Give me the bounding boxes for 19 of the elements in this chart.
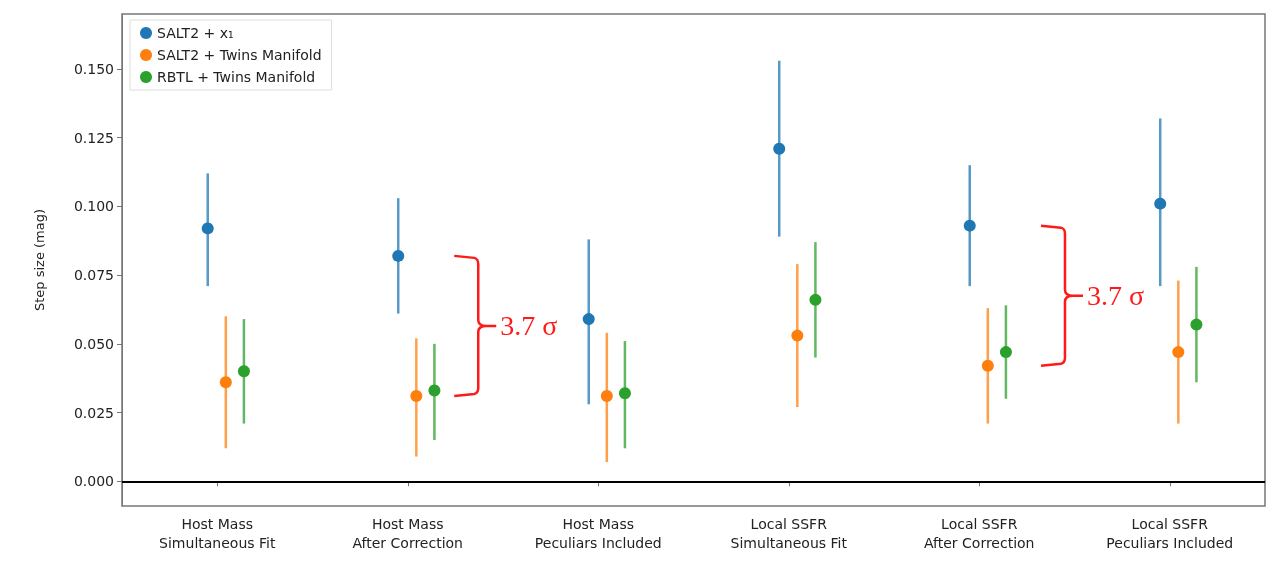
x-tick-label: Host Mass After Correction: [352, 515, 463, 551]
legend-label: SALT2 + x₁: [157, 25, 234, 41]
y-tick-label: 0.050: [73, 335, 114, 352]
legend-label: RBTL + Twins Manifold: [157, 69, 316, 85]
y-tick-label: 0.125: [73, 129, 114, 146]
y-tick-label: 0.100: [73, 198, 114, 215]
x-tick-label: Local SSFR Peculiars Included: [1106, 515, 1234, 551]
y-tick-label: 0.150: [73, 60, 114, 77]
annotation: 3.7 σ: [500, 309, 558, 341]
annotation: 3.7 σ: [1086, 279, 1145, 311]
y-tick-label: 0.025: [73, 404, 114, 421]
legend-label: SALT2 + Twins Manifold: [157, 47, 322, 63]
x-tick-label: Local SSFR Simultaneous Fit: [730, 515, 848, 551]
x-tick-label: Local SSFR After Correction: [924, 515, 1035, 551]
x-tick-label: Host Mass Simultaneous Fit: [159, 515, 276, 551]
y-tick-label: 0.000: [73, 473, 114, 490]
x-tick-label: Host Mass Peculiars Included: [534, 515, 662, 551]
y-tick-label: 0.075: [73, 267, 114, 284]
y-axis-title: Step size (mag): [32, 208, 47, 312]
